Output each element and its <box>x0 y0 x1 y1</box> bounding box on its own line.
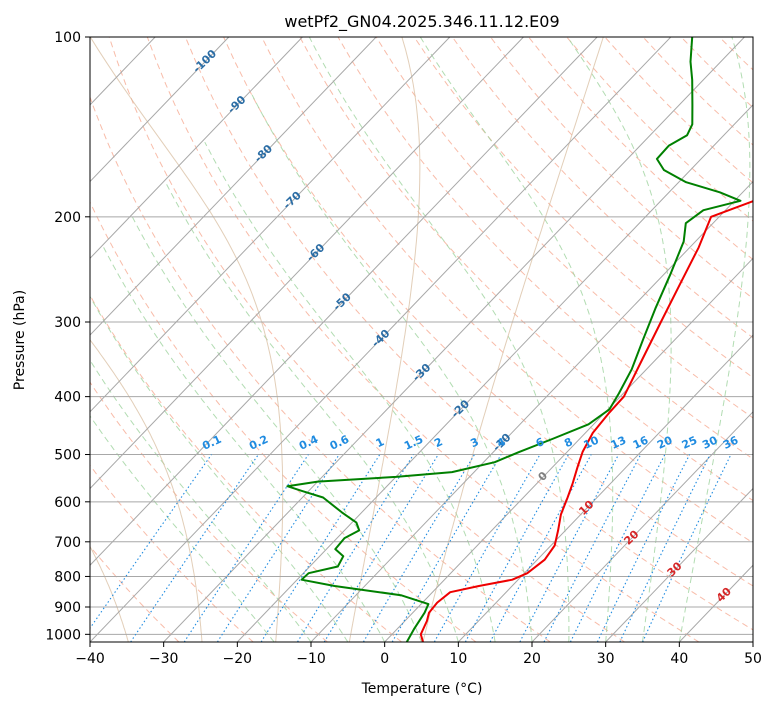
y-axis-label: Pressure (hPa) <box>12 290 28 390</box>
x-tick-label: −10 <box>296 651 326 667</box>
y-tick-label: 900 <box>54 600 81 616</box>
y-tick-label: 100 <box>54 30 81 46</box>
y-tick-label: 500 <box>54 448 81 464</box>
y-tick-label: 700 <box>54 535 81 551</box>
y-tick-label: 800 <box>54 569 81 585</box>
y-tick-label: 400 <box>54 390 81 406</box>
x-tick-label: 40 <box>670 651 688 667</box>
x-tick-label: 50 <box>744 651 762 667</box>
x-axis-label: Temperature (°C) <box>361 681 483 697</box>
x-tick-label: 10 <box>449 651 467 667</box>
x-tick-label: −40 <box>75 651 105 667</box>
x-tick-label: 30 <box>597 651 615 667</box>
x-tick-label: −20 <box>223 651 253 667</box>
y-tick-label: 600 <box>54 495 81 511</box>
y-tick-label: 300 <box>54 315 81 331</box>
x-tick-label: −30 <box>149 651 179 667</box>
chart-title: wetPf2_GN04.2025.346.11.12.E09 <box>284 12 559 32</box>
x-tick-label: 0 <box>380 651 389 667</box>
x-tick-label: 20 <box>523 651 541 667</box>
y-tick-label: 1000 <box>45 627 81 643</box>
y-tick-label: 200 <box>54 210 81 226</box>
